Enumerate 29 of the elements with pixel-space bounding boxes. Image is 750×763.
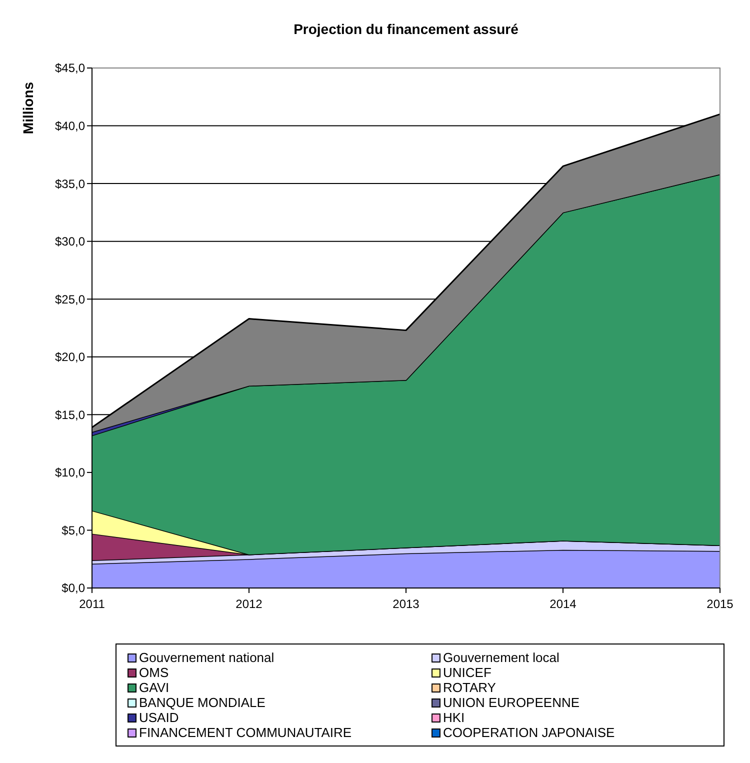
legend-label: Gouvernement national — [139, 650, 274, 665]
y-tick-label: $15,0 — [54, 408, 86, 422]
y-tick-label: $5,0 — [62, 523, 86, 538]
legend-label: UNICEF — [443, 665, 492, 680]
y-tick-label: $35,0 — [54, 176, 86, 191]
legend-label: BANQUE MONDIALE — [139, 695, 266, 710]
legend-label: USAID — [139, 710, 179, 725]
y-tick-label: $10,0 — [54, 466, 86, 480]
x-tick-label: 2012 — [236, 597, 263, 611]
y-tick-label: $30,0 — [54, 234, 86, 249]
legend-label: UNION EUROPEENNE — [443, 695, 580, 710]
y-tick-label: $25,0 — [54, 292, 86, 306]
legend-label: Gouvernement local — [443, 650, 560, 665]
x-tick-label: 2015 — [706, 597, 734, 611]
legend-label: COOPERATION JAPONAISE — [443, 725, 616, 740]
x-tick-label: 2011 — [79, 597, 106, 611]
chart-title: Projection du financement assuré — [294, 21, 519, 37]
x-tick-label: 2014 — [550, 597, 577, 611]
y-tick-label: $40,0 — [54, 118, 86, 133]
y-tick-label: $0,0 — [62, 581, 86, 596]
legend-label: GAVI — [139, 680, 170, 695]
y-tick-label: $45,0 — [54, 61, 86, 76]
y-axis-title: Millions — [20, 82, 36, 134]
x-tick-label: 2013 — [392, 597, 420, 611]
legend-label: HKI — [443, 710, 465, 725]
legend-label: OMS — [139, 665, 169, 680]
legend-label: ROTARY — [443, 680, 496, 695]
y-tick-label: $20,0 — [54, 350, 86, 364]
legend-label: FINANCEMENT COMMUNAUTAIRE — [139, 725, 352, 740]
